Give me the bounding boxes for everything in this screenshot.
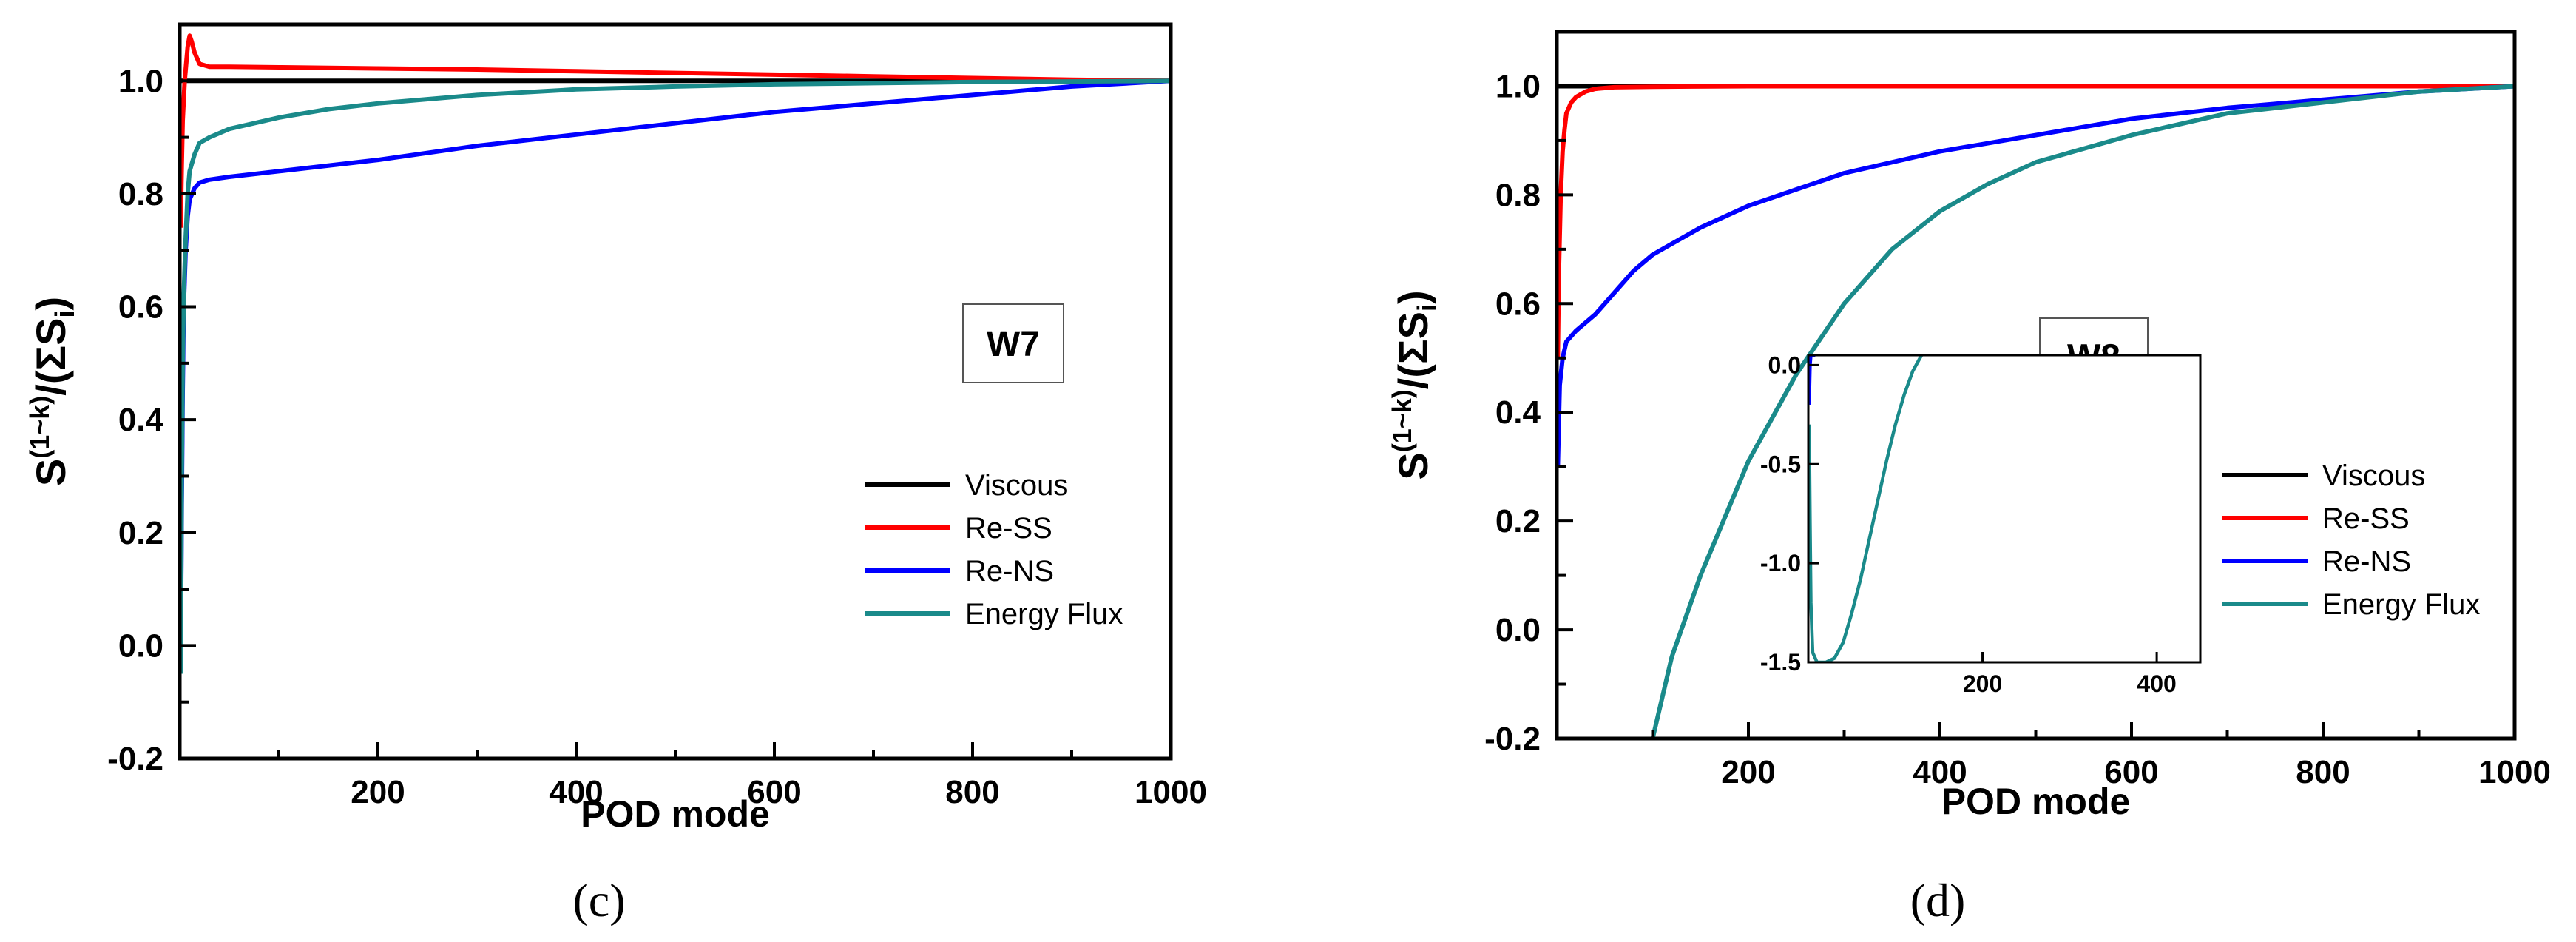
x-tick-label: 200 <box>351 774 405 810</box>
legend-label: Re-SS <box>965 512 1052 545</box>
y-tick-label: 1.0 <box>1495 68 1541 104</box>
x-tick-label: 600 <box>2104 754 2158 790</box>
y-tick-label: 0.2 <box>118 515 163 551</box>
series-line-energy-flux <box>180 78 1171 674</box>
inset-chart: 200 400 -1.5 -1.0 -0.5 0.0 <box>1760 351 2202 697</box>
legend-label: Re-NS <box>965 555 1054 588</box>
inset-y-tick-label: 0.0 <box>1768 351 1801 378</box>
series-line-re-ss <box>1557 84 2515 358</box>
panel-caption: (d) <box>1910 874 1966 926</box>
y-tick-label: 0.8 <box>1495 177 1541 213</box>
inset-y-tick-label: -0.5 <box>1760 451 1801 477</box>
y-tick-label: -0.2 <box>1484 721 1541 757</box>
inset-plot-area <box>1808 355 1924 662</box>
inset-y-tick-label: -1.5 <box>1760 649 1801 676</box>
y-tick-label: 0.0 <box>118 628 163 664</box>
y-axis-label: S(1~k)/(ΣSi) <box>24 297 80 486</box>
x-tick-label: 200 <box>1721 754 1775 790</box>
y-tick-label: 0.0 <box>1495 612 1541 648</box>
series-line-energy-flux <box>1650 84 2515 739</box>
x-axis-label: POD mode <box>1941 781 2131 822</box>
legend-label: Viscous <box>2322 460 2425 492</box>
annotation-label: W7 <box>987 325 1040 364</box>
inset-x-tick-label: 400 <box>2137 670 2176 697</box>
legend-label: Re-NS <box>2322 545 2411 578</box>
inset-series-line-re-ns <box>1808 355 1816 405</box>
inset-y-tick-label: -1.0 <box>1760 550 1801 576</box>
plot-area <box>180 33 1171 674</box>
chart-panel-c: 200 400 600 800 1000 -0.2 0.0 0.2 0.4 0.6 0.8 1.0 PO… <box>24 22 1207 926</box>
x-axis-label: POD mode <box>581 793 770 835</box>
legend-label: Viscous <box>965 469 1068 502</box>
x-tick-label: 400 <box>1913 754 1967 790</box>
y-axis-label: S(1~k)/(ΣSi) <box>1387 290 1442 480</box>
x-tick-label: 1000 <box>2478 754 2551 790</box>
plot-frame <box>178 22 1173 761</box>
y-tick-label: 0.4 <box>118 402 164 438</box>
inset-frame <box>1807 354 2202 664</box>
plot-area <box>1557 84 2515 739</box>
panel-caption: (c) <box>572 874 625 926</box>
y-tick-label: 0.4 <box>1495 394 1541 431</box>
x-tick-label: 1000 <box>1135 774 1207 810</box>
y-tick-label: 0.2 <box>1495 503 1541 539</box>
x-tick-label: 800 <box>945 774 999 810</box>
chart-panel-d: 200 400 600 800 1000 -0.2 0.0 0.2 0.4 0.6 0.8 1.0 PO… <box>1387 30 2551 926</box>
annotation-box <box>962 303 1064 383</box>
y-tick-label: 0.6 <box>1495 286 1541 322</box>
x-tick-label: 800 <box>2296 754 2350 790</box>
legend-label: Energy Flux <box>2322 588 2480 621</box>
series-line-re-ss <box>180 33 1171 228</box>
y-tick-label: 1.0 <box>118 63 163 99</box>
inset-x-tick-label: 200 <box>1963 670 2002 697</box>
y-tick-label: -0.2 <box>107 741 163 777</box>
inset-series-line-energy-flux <box>1808 355 1924 662</box>
legend-label: Energy Flux <box>965 598 1123 630</box>
y-tick-label: 0.6 <box>118 289 163 326</box>
series-line-re-ns <box>1557 84 2515 467</box>
x-tick-label: 400 <box>549 774 603 810</box>
legend-label: Re-SS <box>2322 502 2410 535</box>
x-tick-label: 600 <box>747 774 801 810</box>
y-tick-label: 0.8 <box>118 176 163 212</box>
